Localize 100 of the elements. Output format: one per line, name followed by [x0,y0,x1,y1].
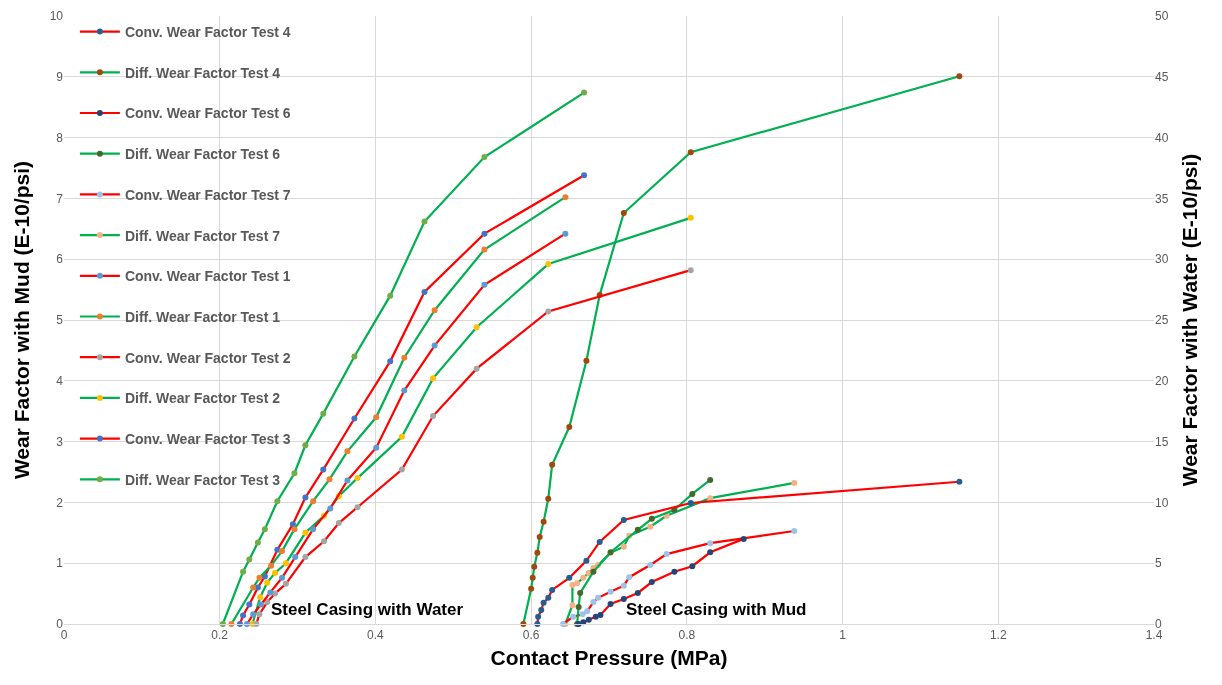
point [351,415,358,422]
y2-tick-label: 5 [1155,556,1162,571]
x-tick-label: 0.4 [367,628,385,643]
point [590,599,597,606]
point [289,521,296,528]
point [243,621,250,627]
point [689,490,696,497]
point [473,324,480,331]
point [430,413,437,420]
point [545,594,552,601]
point [256,611,263,618]
point [254,539,261,546]
point [250,611,257,618]
point [387,292,394,299]
point [580,574,587,581]
point [687,500,694,507]
point [583,557,590,564]
point [562,194,569,201]
legend-label: Diff. Wear Factor Test 3 [124,471,281,488]
point [430,375,437,382]
point [791,479,798,486]
x-tick-label: 1 [839,628,847,643]
point [531,563,538,570]
point [373,444,380,451]
point [620,543,627,550]
point [791,527,798,534]
point [335,520,342,527]
point [549,461,556,468]
point [481,246,488,253]
point [344,448,351,455]
point [401,354,408,361]
x-tick-label: 1.4 [1145,628,1163,643]
point [566,574,573,581]
point [354,504,361,511]
point [321,538,328,545]
point [574,580,581,587]
point [634,589,641,596]
point [575,603,582,610]
point [570,613,577,620]
point [282,560,289,567]
legend-label: Conv. Wear Factor Test 1 [124,268,291,285]
point [481,154,488,161]
point [956,478,963,485]
point [481,281,488,288]
point [577,589,584,596]
point [264,579,271,586]
point [320,466,327,473]
point [528,585,535,592]
point [579,611,586,618]
point [219,621,226,627]
point [401,387,408,394]
point [291,526,298,533]
point [687,267,694,274]
annotation: Steel Casing with Mud [626,600,807,619]
point [387,358,394,365]
point [535,613,542,620]
annotation: Steel Casing with Water [271,600,464,619]
legend-label: Diff. Wear Factor Test 1 [124,308,281,325]
y-tick-label: 1 [56,556,64,571]
point [246,601,253,608]
point [549,586,556,593]
point [292,554,299,561]
legend-label: Diff. Wear Factor Test 7 [124,227,281,244]
point [302,442,309,449]
point [302,554,309,561]
legend-label: Conv. Wear Factor Test 7 [124,186,291,203]
point [481,230,488,237]
point [620,596,627,603]
point [687,149,694,156]
point [707,549,714,556]
point [583,357,590,364]
legend-label: Diff. Wear Factor Test 6 [124,146,281,163]
point [351,353,358,360]
point [562,230,569,237]
point [431,342,438,349]
point [707,540,714,547]
point [320,410,327,417]
point [620,582,627,589]
point [540,599,547,606]
point [250,584,257,591]
point [398,466,405,473]
point [398,433,405,440]
point [274,546,281,553]
point [581,172,588,179]
legend-label: Conv. Wear Factor Test 3 [124,431,291,448]
point [279,574,285,581]
legend-label: Diff. Wear Factor Test 4 [124,64,281,81]
y2-tick-label: 15 [1155,434,1169,449]
point [310,498,317,505]
point [264,599,271,606]
legend-label: Conv. Wear Factor Test 6 [124,105,291,122]
point [274,498,281,505]
point [596,538,603,545]
point [626,574,633,581]
point [707,495,714,502]
point [647,562,654,569]
point [607,588,614,595]
point [647,523,654,530]
point [256,574,263,581]
point [302,494,309,501]
